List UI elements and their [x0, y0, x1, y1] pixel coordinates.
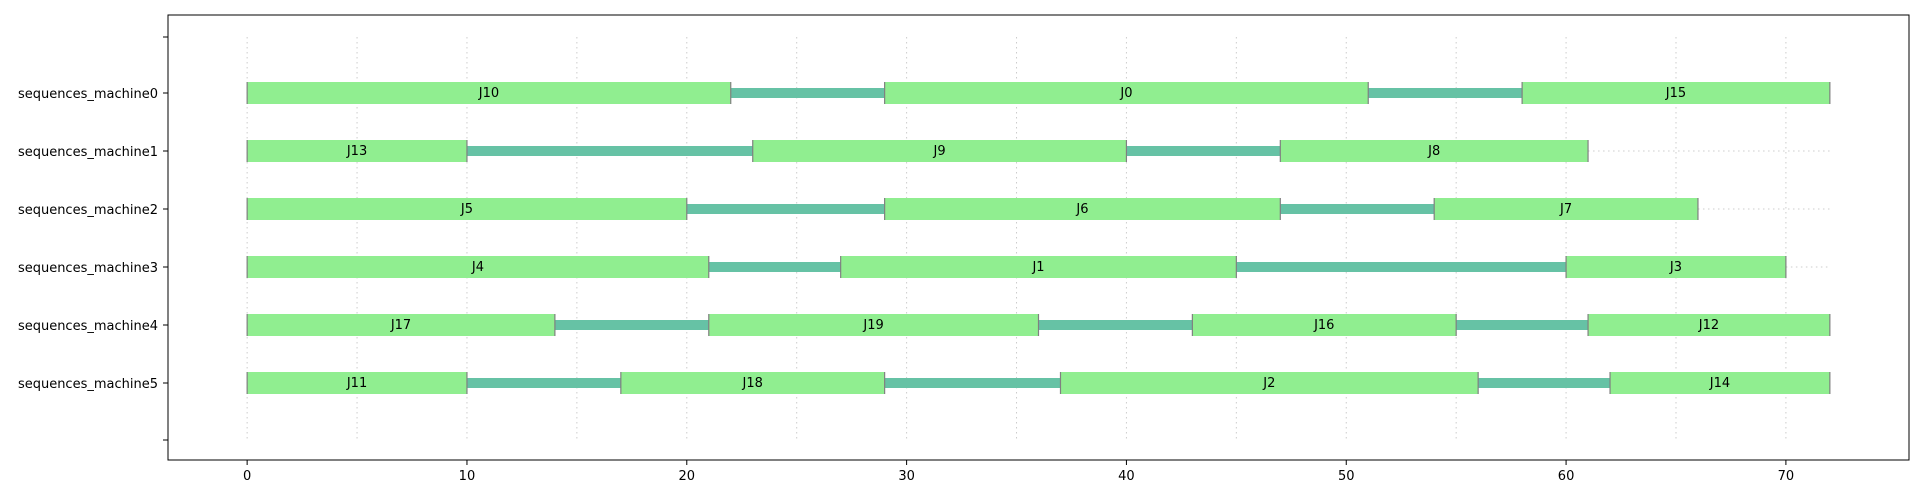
task-label: J13	[346, 144, 367, 159]
x-tick-label: 20	[679, 469, 696, 484]
task-label: J12	[1698, 318, 1719, 333]
gap-bars	[466, 88, 1611, 388]
task-label: J19	[862, 318, 883, 333]
task-label: J7	[1559, 202, 1572, 217]
gap-bar	[1236, 262, 1567, 272]
gap-bar	[884, 378, 1061, 388]
task-bar	[247, 372, 467, 394]
gap-bar	[708, 262, 841, 272]
y-tick-label: sequences_machine4	[18, 319, 158, 334]
task-bar	[620, 372, 885, 394]
row-guide-lines	[1588, 150, 1830, 268]
task-bar	[1280, 140, 1589, 162]
task-label: J16	[1313, 318, 1334, 333]
y-tick-label: sequences_machine1	[18, 145, 158, 160]
gap-bar	[1038, 320, 1193, 330]
gap-bar	[466, 378, 621, 388]
task-label: J15	[1665, 86, 1686, 101]
task-label: J8	[1427, 144, 1440, 159]
task-bar	[1434, 198, 1698, 220]
task-bar	[247, 140, 467, 162]
task-label: J1	[1031, 260, 1044, 275]
x-tick-label: 10	[459, 469, 476, 484]
task-bar	[1588, 314, 1830, 336]
task-bar	[247, 198, 687, 220]
x-tick-label: 30	[898, 469, 915, 484]
gap-bar	[554, 320, 709, 330]
gap-bar	[1280, 204, 1435, 214]
task-label: J6	[1075, 202, 1088, 217]
gap-bar	[730, 88, 885, 98]
task-labels: J10 J0 J15 J13 J9 J8 J5 J6 J7 J4 J1 J3 J17 J19 J16 J12 J…	[346, 86, 1730, 391]
task-bar	[840, 256, 1237, 278]
task-bar	[1610, 372, 1830, 394]
task-label: J18	[742, 376, 763, 391]
task-bar	[708, 314, 1039, 336]
task-bar	[1192, 314, 1457, 336]
x-tick-label: 70	[1778, 469, 1795, 484]
task-label: J14	[1709, 376, 1730, 391]
task-bar	[884, 198, 1281, 220]
task-label: J5	[460, 202, 473, 217]
task-label: J4	[471, 260, 484, 275]
x-tick-label: 40	[1118, 469, 1135, 484]
task-label: J10	[478, 86, 499, 101]
y-tick-label: sequences_machine5	[18, 377, 158, 392]
y-tick-label: sequences_machine0	[18, 87, 158, 102]
task-label: J0	[1119, 86, 1132, 101]
gap-bar	[1368, 88, 1523, 98]
task-bar	[752, 140, 1127, 162]
task-bar	[1060, 372, 1479, 394]
gap-bar	[1478, 378, 1611, 388]
y-tick-label: sequences_machine3	[18, 261, 158, 276]
y-tick-label: sequences_machine2	[18, 203, 158, 218]
task-bars	[246, 82, 1831, 394]
task-bar	[1522, 82, 1830, 104]
plot-frame	[167, 14, 1910, 461]
task-label: J2	[1262, 376, 1275, 391]
gap-bar	[466, 146, 753, 156]
task-label: J9	[933, 144, 946, 159]
y-axis: sequences_machine0 sequences_machine1sequ…	[18, 36, 168, 441]
task-bar	[247, 82, 731, 104]
task-label: J11	[346, 376, 367, 391]
task-bar	[884, 82, 1369, 104]
gap-bar	[1126, 146, 1281, 156]
task-bar	[247, 314, 555, 336]
x-tick-label: 50	[1338, 469, 1355, 484]
task-bar	[247, 256, 709, 278]
task-label: J17	[390, 318, 411, 333]
gap-bar	[686, 204, 885, 214]
x-tick-label: 60	[1558, 469, 1575, 484]
task-label: J3	[1669, 260, 1682, 275]
gap-bar	[1456, 320, 1589, 330]
x-tick-label: 0	[243, 469, 251, 484]
task-bar	[1566, 256, 1786, 278]
x-axis: 0 10 20 30 40 50 60 70	[243, 460, 1794, 484]
